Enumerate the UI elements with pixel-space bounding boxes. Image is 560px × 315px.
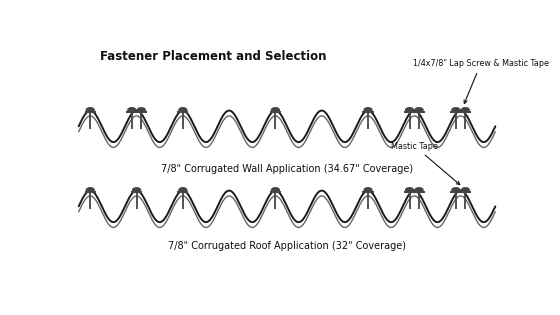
Circle shape: [272, 188, 279, 192]
Circle shape: [452, 108, 460, 112]
Text: Mastic Tape: Mastic Tape: [391, 141, 460, 185]
Circle shape: [364, 188, 372, 192]
Text: 7/8" Corrugated Wall Application (34.67" Coverage): 7/8" Corrugated Wall Application (34.67"…: [161, 164, 413, 174]
Circle shape: [128, 108, 136, 112]
Circle shape: [415, 188, 423, 192]
Circle shape: [461, 108, 469, 112]
Text: 7/8" Corrugated Roof Application (32" Coverage): 7/8" Corrugated Roof Application (32" Co…: [168, 241, 406, 251]
Circle shape: [179, 108, 186, 112]
Circle shape: [272, 108, 279, 112]
Text: 1/4x7/8" Lap Screw & Mastic Tape: 1/4x7/8" Lap Screw & Mastic Tape: [413, 59, 549, 103]
Circle shape: [179, 188, 186, 192]
Text: Fastener Placement and Selection: Fastener Placement and Selection: [100, 50, 327, 63]
Circle shape: [461, 188, 469, 192]
Circle shape: [405, 108, 413, 112]
Circle shape: [86, 108, 94, 112]
Circle shape: [452, 188, 460, 192]
Circle shape: [364, 108, 372, 112]
Circle shape: [415, 108, 423, 112]
Circle shape: [405, 188, 413, 192]
Circle shape: [133, 188, 141, 192]
Circle shape: [137, 108, 145, 112]
Circle shape: [86, 188, 94, 192]
